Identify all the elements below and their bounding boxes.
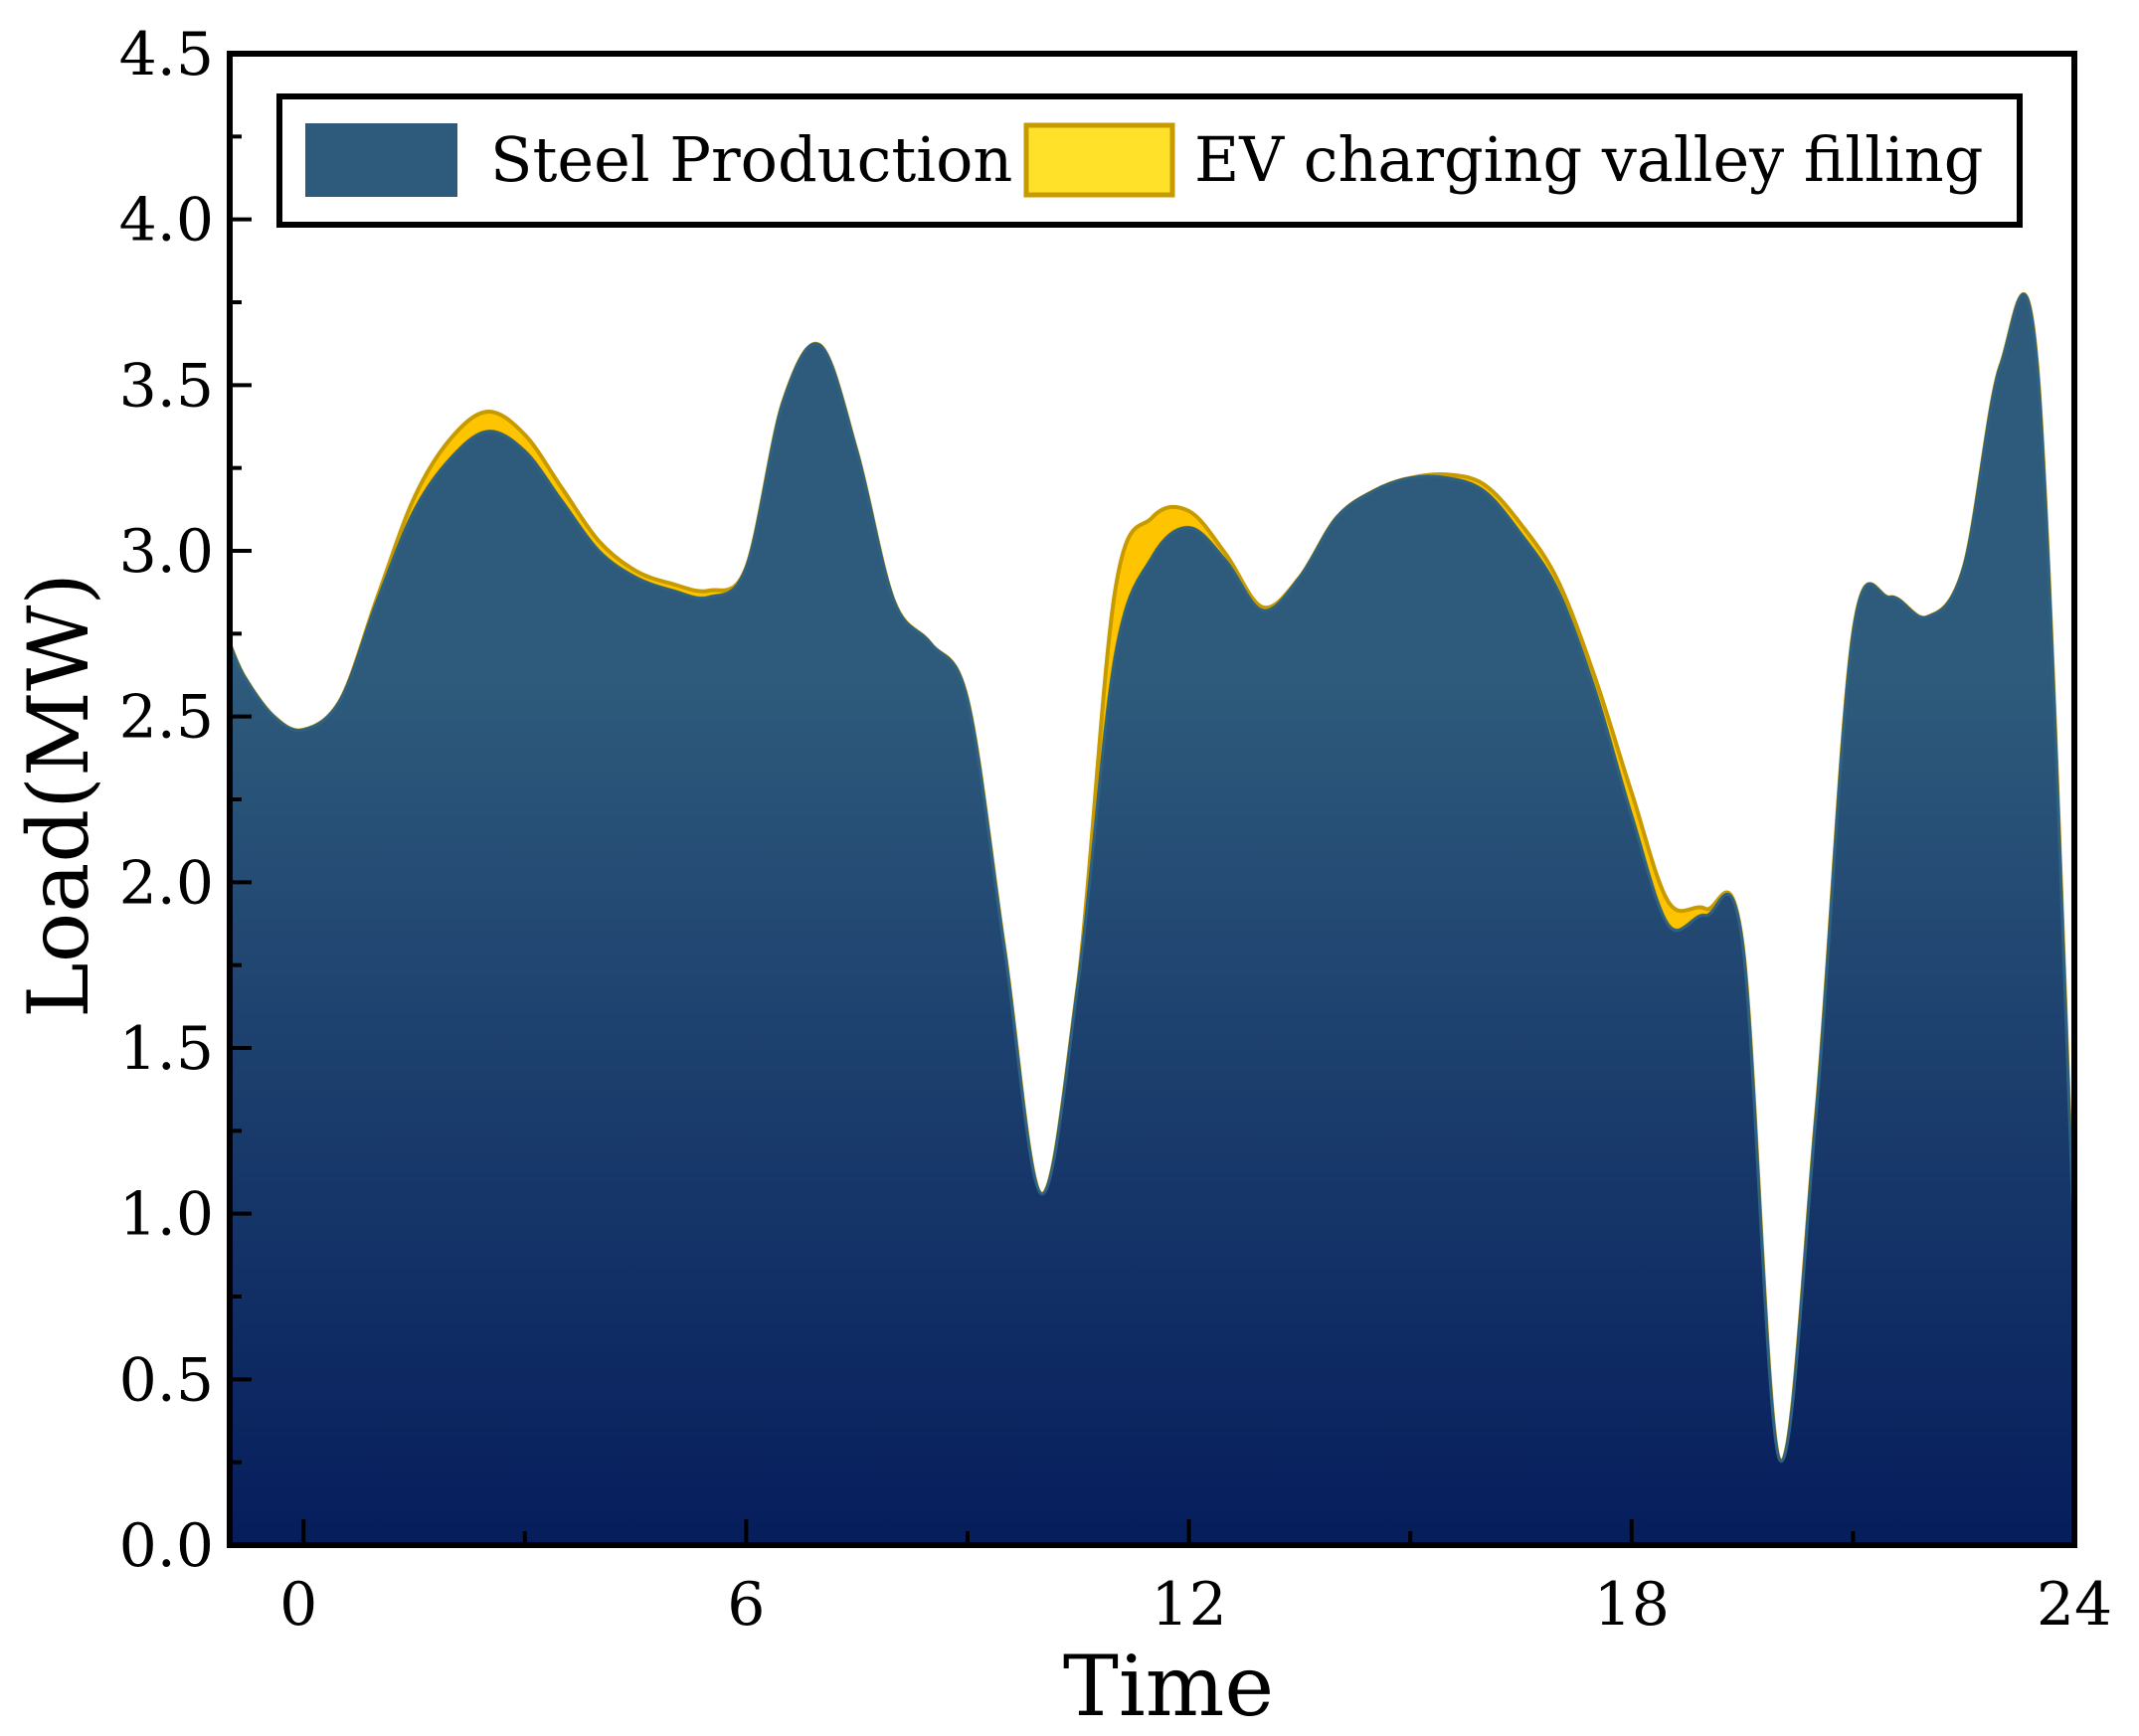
y-tick-label: 2.5 [119,683,214,753]
x-axis-title: Time [1063,1638,1274,1735]
y-tick-label: 0.0 [119,1511,214,1581]
legend-label-ev-charging: EV charging valley filling [1194,123,1983,196]
area-steel-production [230,292,2074,1545]
y-tick-label: 4.5 [119,20,214,89]
plot-area [230,291,2074,1545]
y-tick-label: 0.5 [119,1345,214,1415]
legend-swatch-ev-charging [1023,122,1175,198]
y-tick-label: 1.0 [119,1180,214,1250]
x-tick-label: 24 [2037,1570,2112,1640]
y-tick-label: 3.0 [119,517,214,587]
y-tick-label: 2.0 [119,848,214,918]
y-tick-label: 3.5 [119,351,214,421]
y-axis-title: Load(MW) [10,573,107,1018]
x-tick-label: 18 [1594,1570,1670,1640]
legend-label-steel-production: Steel Production [490,123,1012,196]
x-tick-label: 6 [727,1570,765,1640]
legend: Steel Production EV charging valley fill… [276,93,2023,228]
y-tick-label: 1.5 [119,1014,214,1084]
y-tick-label: 4.0 [119,186,214,256]
legend-swatch-steel-production [305,123,457,197]
x-tick-label: 12 [1151,1570,1226,1640]
x-tick-label: 0 [279,1570,317,1640]
axes-ticks: 0.0 0.5 1.0 1.5 2.0 2.5 3.0 3.5 4.0 4.5 0 6 12 18 24 [119,20,2113,1640]
